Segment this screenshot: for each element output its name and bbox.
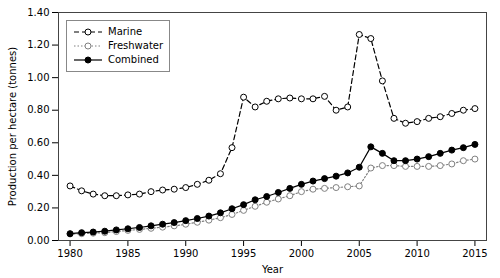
svg-text:0.20: 0.20	[27, 202, 49, 213]
svg-text:2000: 2000	[289, 248, 314, 259]
html-text:Combined: Combined	[108, 54, 159, 65]
svg-text:Year: Year	[261, 264, 284, 275]
svg-text:1.20: 1.20	[27, 39, 49, 50]
svg-text:Production per hectare (tonnes: Production per hectare (tonnes)	[7, 47, 18, 206]
svg-text:0.40: 0.40	[27, 170, 49, 181]
svg-text:1.00: 1.00	[27, 72, 49, 83]
svg-text:2010: 2010	[404, 248, 429, 259]
svg-text:1995: 1995	[231, 248, 256, 259]
svg-text:0.60: 0.60	[27, 137, 49, 148]
svg-text:2015: 2015	[462, 248, 487, 259]
svg-text:0.00: 0.00	[27, 235, 49, 246]
html-text:Freshwater: Freshwater	[108, 40, 164, 51]
html-text:Marine: Marine	[108, 26, 143, 37]
svg-text:0.80: 0.80	[27, 104, 49, 115]
svg-text:1.40: 1.40	[27, 7, 49, 18]
svg-text:1980: 1980	[57, 248, 82, 259]
svg-text:1990: 1990	[173, 248, 198, 259]
svg-text:2005: 2005	[347, 248, 372, 259]
svg-text:1985: 1985	[115, 248, 140, 259]
